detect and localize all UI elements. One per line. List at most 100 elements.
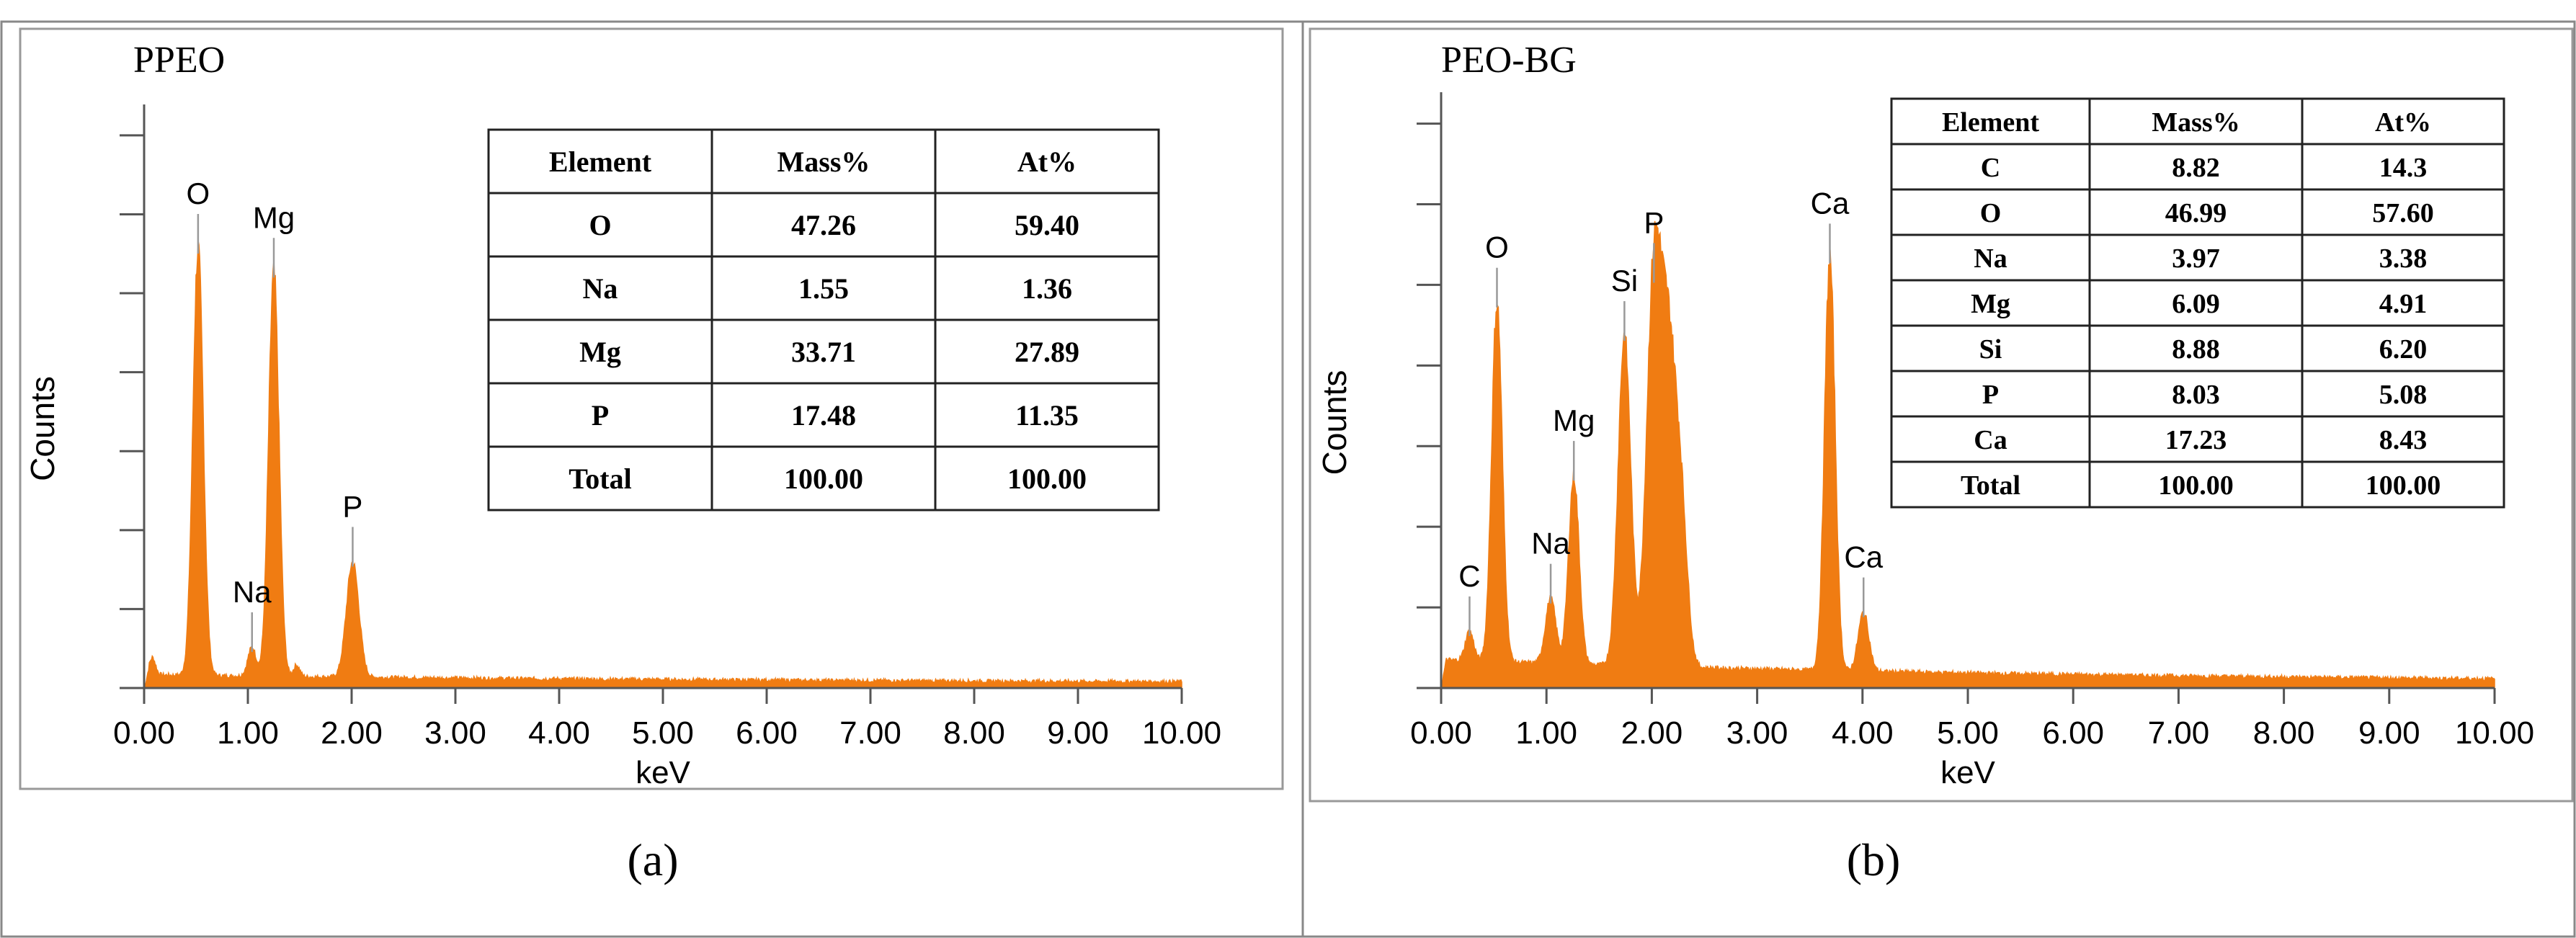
x-tick-label: 2.00 xyxy=(1621,715,1683,751)
table-cell: 46.99 xyxy=(2165,198,2227,228)
x-tick-label: 8.00 xyxy=(943,715,1005,751)
peak-label: C xyxy=(1458,559,1480,593)
x-tick-label: 1.00 xyxy=(1515,715,1577,751)
table-header-cell: Element xyxy=(1942,107,2039,138)
spectrum-area xyxy=(1440,220,2495,689)
table-cell: 100.00 xyxy=(784,463,863,495)
x-tick-label: 4.00 xyxy=(528,715,590,751)
peak-label: Na xyxy=(1531,527,1570,560)
x-tick-label: 6.00 xyxy=(2042,715,2104,751)
table-cell: 100.00 xyxy=(2366,470,2441,501)
table-header-cell: Mass% xyxy=(2152,107,2239,138)
x-tick-label: 5.00 xyxy=(1937,715,1999,751)
table-cell: 17.23 xyxy=(2165,425,2227,455)
table-cell: Si xyxy=(1979,334,2002,365)
chart-title: PPEO xyxy=(133,40,225,81)
table-header-cell: At% xyxy=(1017,146,1077,178)
peak-label: P xyxy=(342,489,362,523)
table-cell: 8.03 xyxy=(2172,380,2220,410)
x-axis-label: keV xyxy=(636,755,690,790)
spectrum-area xyxy=(143,241,1182,689)
table-cell: 47.26 xyxy=(791,209,856,241)
table-cell: P xyxy=(592,399,609,432)
table-cell: 11.35 xyxy=(1015,399,1079,432)
x-tick-label: 7.00 xyxy=(839,715,901,751)
table-header-cell: Mass% xyxy=(777,146,870,178)
panel-b-frame xyxy=(1309,27,2574,803)
table-cell: 27.89 xyxy=(1015,336,1079,368)
x-tick-label: 3.00 xyxy=(1726,715,1788,751)
x-tick-label: 8.00 xyxy=(2253,715,2315,751)
table-cell: 100.00 xyxy=(2158,470,2234,501)
table-cell: P xyxy=(1982,380,1999,410)
table-cell: Total xyxy=(569,463,631,495)
x-axis-label: keV xyxy=(1940,755,1995,790)
caption-b: (b) xyxy=(1847,834,1901,885)
table-cell: 5.08 xyxy=(2379,380,2428,410)
table-cell: 57.60 xyxy=(2372,198,2434,228)
x-tick-label: 5.00 xyxy=(632,715,694,751)
peak-label: P xyxy=(1644,205,1664,239)
table-cell: C xyxy=(1981,153,2000,183)
peak-label: Ca xyxy=(1844,540,1883,574)
table-cell: 8.88 xyxy=(2172,334,2220,365)
x-tick-label: 1.00 xyxy=(217,715,279,751)
figure-frame xyxy=(0,20,2576,938)
panel-a: PPEO 0.00 1.00 2.00 3.00 4.00 5.00 6.00 7.00 8.00… xyxy=(19,27,1284,885)
table-cell: Total xyxy=(1961,470,2020,501)
peak-label: Si xyxy=(1611,264,1638,298)
table-cell: 33.71 xyxy=(791,336,856,368)
table-cell: 3.97 xyxy=(2172,244,2220,274)
table-cell: 4.91 xyxy=(2379,289,2428,319)
x-tick-label: 9.00 xyxy=(1047,715,1109,751)
x-tick-label: 0.00 xyxy=(113,715,175,751)
table-cell: Na xyxy=(583,272,618,305)
y-axis-label: Counts xyxy=(24,376,61,481)
x-tick-label: 2.00 xyxy=(321,715,383,751)
table-cell: 8.43 xyxy=(2379,425,2428,455)
peak-label: Ca xyxy=(1811,186,1850,220)
peak-label: O xyxy=(1485,231,1509,264)
table-header-cell: At% xyxy=(2375,107,2431,138)
table-cell: 1.36 xyxy=(1022,272,1072,305)
x-tick-label: 7.00 xyxy=(2148,715,2210,751)
panel-a-frame xyxy=(19,27,1284,790)
table-cell: 14.3 xyxy=(2379,153,2428,183)
table-cell: 8.82 xyxy=(2172,153,2220,183)
x-tick-label: 6.00 xyxy=(736,715,798,751)
peak-label: Mg xyxy=(253,200,295,234)
table-cell: Mg xyxy=(1971,289,2010,319)
y-axis-label: Counts xyxy=(1316,370,1353,475)
table-cell: 6.09 xyxy=(2172,289,2220,319)
caption-a: (a) xyxy=(627,834,678,885)
panel-b: PEO-BG 0.00 1.00 2.00 3.00 4.00 5.00 6.00 7.00 8.… xyxy=(1309,27,2574,885)
panel-a-plot: PPEO 0.00 1.00 2.00 3.00 4.00 5.00 6.00 7.00 8.00… xyxy=(24,40,1221,790)
chart-title: PEO-BG xyxy=(1441,40,1577,81)
x-tick-label: 4.00 xyxy=(1832,715,1894,751)
table-cell: O xyxy=(589,209,611,241)
peak-label: Na xyxy=(233,575,272,609)
x-tick-label: 10.00 xyxy=(1142,715,1221,751)
table-cell: Na xyxy=(1974,244,2007,274)
table-cell: 17.48 xyxy=(791,399,856,432)
composition-table: Element Mass% At% O 47.26 59.40 Na 1.55 1.36 Mg 33… xyxy=(487,128,1160,512)
composition-table: Element Mass% At% C 8.82 14.3 O 46.99 57.60 Na 3.9… xyxy=(1890,97,2505,509)
x-tick-label: 10.00 xyxy=(2455,715,2534,751)
table-header-cell: Element xyxy=(549,146,652,178)
table-cell: 6.20 xyxy=(2379,334,2428,365)
table-cell: O xyxy=(1980,198,2002,228)
peak-label: O xyxy=(187,177,210,210)
table-cell: 59.40 xyxy=(1015,209,1079,241)
table-cell: Ca xyxy=(1974,425,2007,455)
table-cell: 3.38 xyxy=(2379,244,2428,274)
peak-label: Mg xyxy=(1553,403,1595,437)
table-cell: Mg xyxy=(579,336,621,368)
x-tick-label: 0.00 xyxy=(1410,715,1472,751)
table-cell: 1.55 xyxy=(798,272,849,305)
x-tick-label: 9.00 xyxy=(2358,715,2420,751)
table-cell: 100.00 xyxy=(1007,463,1087,495)
table-border xyxy=(1890,97,2505,509)
x-tick-label: 3.00 xyxy=(424,715,486,751)
panel-b-plot: PEO-BG 0.00 1.00 2.00 3.00 4.00 5.00 6.00 7.00 8.… xyxy=(1316,40,2534,790)
